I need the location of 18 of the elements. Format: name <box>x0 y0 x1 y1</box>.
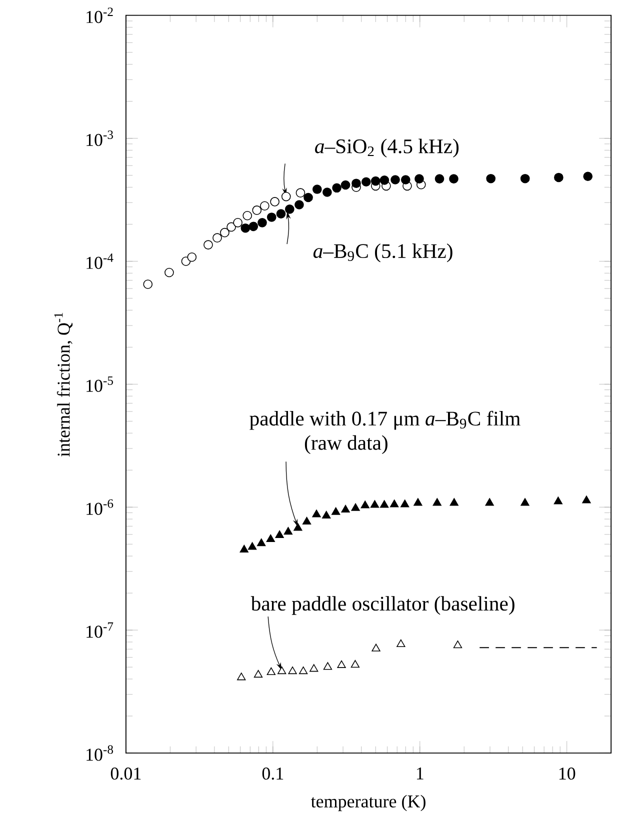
y-axis-title: internal friction, Q$^{-1}$ <box>54 312 73 457</box>
x-tick-label: 1 <box>416 768 424 780</box>
x-tick-label: 0.1 <box>262 767 284 780</box>
x-tick-label: 0.01 <box>110 767 141 780</box>
x-axis-title: temperature (K) <box>310 794 426 812</box>
y-tick-label: 10$^{-3}$ <box>86 130 113 146</box>
annotation: a–SiO$_{2}$ (4.5 kHz) <box>315 138 459 158</box>
annotation: paddle with 0.17 μm a–B$_{9}$C film <box>250 410 520 430</box>
y-tick-label: 10$^{-2}$ <box>86 8 113 24</box>
x-tick-label: 10 <box>559 767 576 780</box>
annotation: bare paddle oscillator (baseline) <box>250 596 514 615</box>
y-tick-label: 10$^{-4}$ <box>86 254 114 269</box>
y-tick-label: 10$^{-8}$ <box>86 745 113 761</box>
annotation: a–B$_{9}$C (5.1 kHz) <box>313 244 452 262</box>
y-tick-label: 10$^{-7}$ <box>86 622 114 638</box>
annotation: (raw data) <box>304 435 388 454</box>
y-tick-label: 10$^{-5}$ <box>86 376 113 392</box>
y-tick-label: 10$^{-6}$ <box>86 499 114 515</box>
